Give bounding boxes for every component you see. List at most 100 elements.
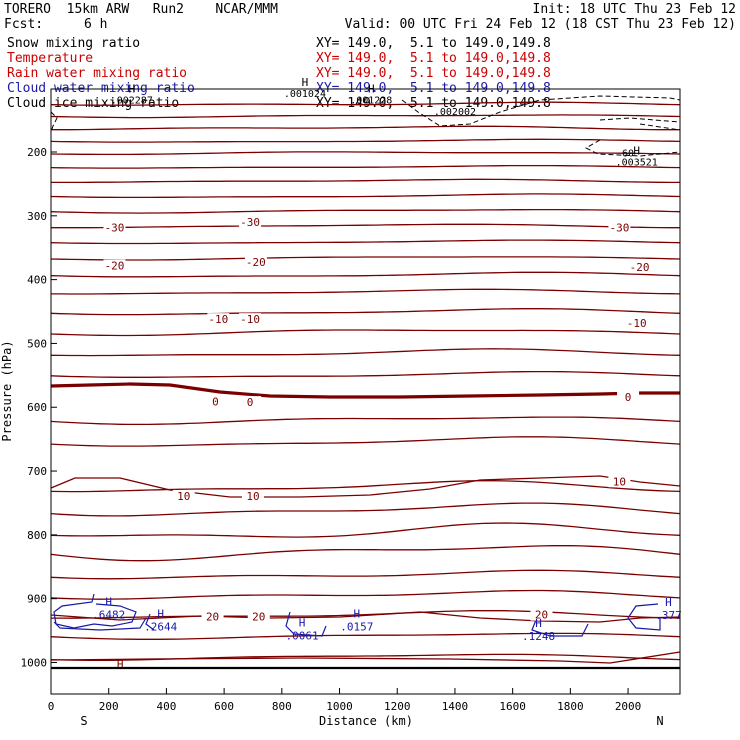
temperature-label-bg xyxy=(530,608,553,621)
temperature-contour-line xyxy=(51,178,680,184)
contour-labels: -30 -30 -30 -20 -20 -20 -10 -10 -10 0 0 0 10 10 10 20 20… xyxy=(92,76,682,671)
temperature-contour-line xyxy=(50,569,681,580)
snow-max-value: .003521 xyxy=(616,157,658,168)
temperature-label-bg xyxy=(244,255,267,268)
temperature-contour-label: 20 xyxy=(206,611,219,624)
cloud-water-max-letter: H xyxy=(665,596,672,609)
temperature-contour-line xyxy=(50,502,681,517)
temperature-label-bg xyxy=(628,260,651,273)
temperature-contour-line xyxy=(50,522,681,538)
cloud-water-max-value: .6482 xyxy=(92,609,125,622)
cloud-water-max-value: .1248 xyxy=(522,630,555,643)
y-tick-label: 300 xyxy=(27,210,47,223)
snow-contour-dashed xyxy=(584,139,681,157)
snow-contour-dashed xyxy=(599,117,681,123)
legend-temperature-name: Temperature xyxy=(7,51,94,66)
cloud-water-max-letter: H xyxy=(157,608,164,621)
temperature-contour-line xyxy=(50,416,681,426)
cloud-water-max-value: .0061 xyxy=(285,630,318,643)
y-tick-label: 800 xyxy=(27,529,47,542)
cloud-water-max-letter: H xyxy=(105,596,112,609)
temperature-contour-line xyxy=(50,480,681,493)
snow-contours xyxy=(50,95,681,157)
temperature-contour-label: 20 xyxy=(535,609,548,622)
y-axis-label: Pressure (hPa) xyxy=(0,340,14,441)
legend-rain-name: Rain water mixing ratio xyxy=(7,66,188,81)
temperature-contour-label: -20 xyxy=(630,261,650,274)
temperature-contour-line xyxy=(50,256,681,261)
temperature-contour-line xyxy=(50,114,681,119)
model-title: TORERO 15km ARW Run2 NCAR/MMM xyxy=(4,2,278,17)
forecast-hour: 6 h xyxy=(84,17,108,32)
temperature-contour-line xyxy=(51,223,680,229)
temperature-contour-label: -20 xyxy=(246,256,266,269)
snow-contour-dashed xyxy=(50,111,58,133)
y-tick-label: 600 xyxy=(27,401,47,414)
temperature-label-bg xyxy=(617,391,640,404)
temperature-contour-line xyxy=(50,239,681,245)
temperature-contour-label: -20 xyxy=(105,260,125,273)
temperature-contour-line xyxy=(50,329,681,337)
temperature-label-bg xyxy=(103,221,126,234)
temperature-contour-line xyxy=(50,193,681,199)
temperature-contour-line xyxy=(50,101,681,106)
legend-snow-name: Snow mixing ratio xyxy=(7,36,141,51)
x-tick-label: 600 xyxy=(214,700,234,713)
cloud-water-max-value: .377 xyxy=(655,609,682,622)
x-tick-label: 200 xyxy=(99,700,119,713)
temperature-contour-label: -30 xyxy=(105,221,125,234)
rain-maximum-label: H xyxy=(117,658,124,671)
snow-contour-dashed xyxy=(401,95,681,127)
cloud-water-contour xyxy=(627,603,661,631)
temperature-label-bg xyxy=(239,313,262,326)
y-tick-label: 900 xyxy=(27,593,47,606)
temperature-label-bg xyxy=(608,475,631,488)
temperature-contour-line xyxy=(50,545,681,562)
x-tick-label: 2000 xyxy=(615,700,642,713)
temperature-label-bg xyxy=(201,610,224,623)
cloud-water-max-letter: H xyxy=(535,617,542,630)
temperature-contour-line xyxy=(50,611,681,623)
cloud-water-contour xyxy=(531,619,589,637)
temperature-contour-line xyxy=(50,151,681,156)
temperature-label-bg xyxy=(172,489,195,502)
x-axis-right-end-label: N xyxy=(656,714,663,728)
snow-contour-dashed xyxy=(639,123,681,131)
temperature-contour-line xyxy=(50,164,681,169)
temperature-contour-label: 10 xyxy=(613,475,626,488)
x-tick-label: 1200 xyxy=(384,700,411,713)
snow-max-value: .002287 xyxy=(111,96,153,107)
temperature-contour-label: -10 xyxy=(627,317,647,330)
y-tick-label: 500 xyxy=(27,337,47,350)
temperature-contour-line xyxy=(50,138,681,143)
temperature-label-bg xyxy=(103,259,126,272)
legend-snow-coords: XY= 149.0, 5.1 to 149.0,149.8 xyxy=(316,36,551,51)
temperature-contour-label: 10 xyxy=(246,490,259,503)
y-tick-label: 200 xyxy=(27,146,47,159)
cloud-water-contour xyxy=(53,593,137,629)
cloud-water-contour xyxy=(53,617,147,631)
legend-temperature-coords: XY= 149.0, 5.1 to 149.0,149.8 xyxy=(316,51,551,66)
temperature-label-bg xyxy=(204,395,227,408)
temperature-label-bg xyxy=(608,221,631,234)
temperature-contour-line xyxy=(50,348,681,357)
snow-max-letter: H xyxy=(633,144,640,157)
temperature-contour-line xyxy=(50,208,681,214)
temperature-label-bg xyxy=(239,216,262,229)
y-tick-label: 1000 xyxy=(21,656,48,669)
valid-time: Valid: 00 UTC Fri 24 Feb 12 (18 CST Thu … xyxy=(344,17,736,32)
snow-max-value: .001024 xyxy=(284,89,326,100)
temperature-contour-label: 0 xyxy=(212,395,219,408)
cloud-water-max-letter: H xyxy=(299,617,306,630)
legend-cloud-ice-coords: XY= 149.0, 5.1 to 149.0,149.8 xyxy=(316,96,551,111)
temperature-label-bg xyxy=(239,396,262,409)
y-tick-label: 700 xyxy=(27,465,47,478)
temperature-label-bg xyxy=(207,313,230,326)
temperature-contour-line xyxy=(50,475,681,498)
x-axis-label: Distance (km) xyxy=(319,714,413,728)
forecast-label: Fcst: xyxy=(4,17,44,32)
temperature-contour-label: 20 xyxy=(252,611,265,624)
temperature-contour-line xyxy=(50,370,681,378)
x-axis-left-end-label: S xyxy=(80,714,87,728)
